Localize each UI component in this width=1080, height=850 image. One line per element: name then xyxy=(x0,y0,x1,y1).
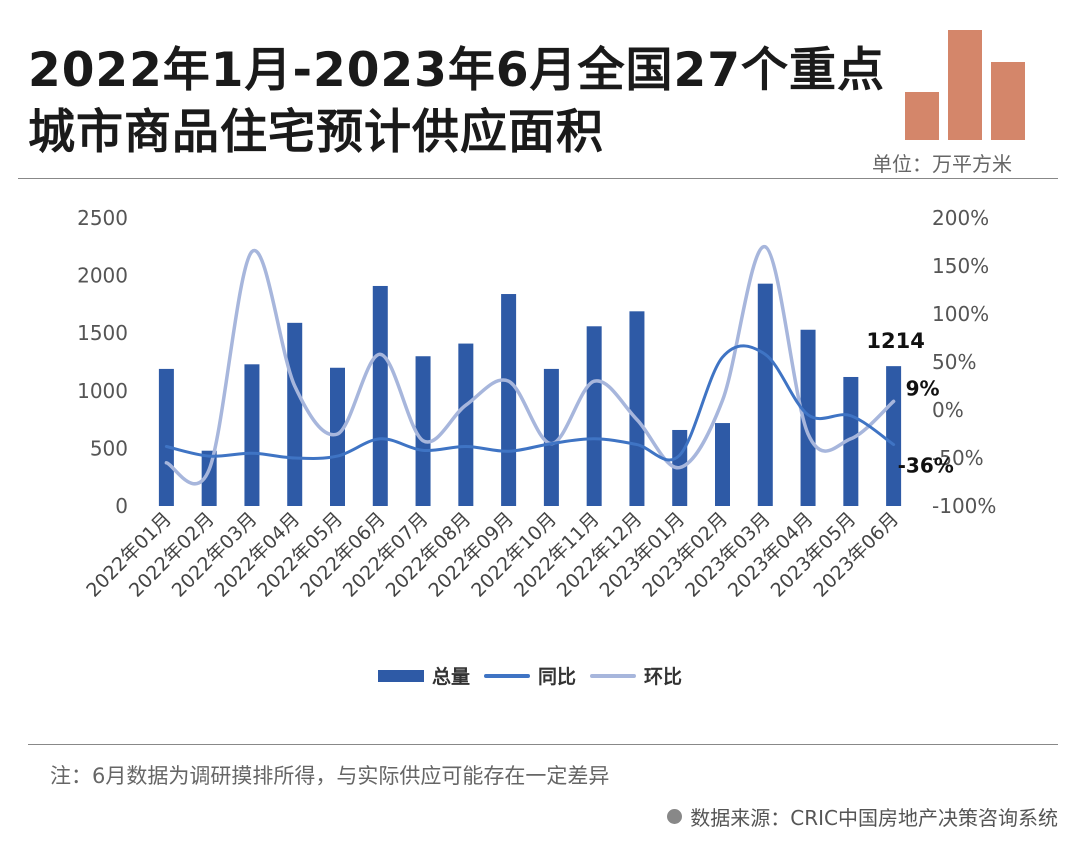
bar-2022年07月 xyxy=(415,356,431,506)
right-axis-tick-label: -100% xyxy=(932,494,996,518)
right-axis-tick-label: 100% xyxy=(932,302,989,326)
legend-label-mom: 环比 xyxy=(644,666,683,688)
left-axis-tick-label: 500 xyxy=(90,436,128,460)
bar-2023年06月 xyxy=(886,366,902,506)
right-axis-tick-label: 0% xyxy=(932,398,964,422)
source-line: 数据来源：CRIC中国房地产决策咨询系统 xyxy=(667,802,1058,831)
bar-2022年04月 xyxy=(287,322,303,506)
bar-2022年10月 xyxy=(543,368,559,506)
legend-swatch-total xyxy=(378,669,424,682)
source-text: 数据来源：CRIC中国房地产决策咨询系统 xyxy=(690,806,1058,830)
combo-chart: 0 500 1000 1500 2000 2500 -100% -50% 0% 50% 100% 15… xyxy=(77,206,996,602)
legend-item-mom: 环比 xyxy=(590,662,682,689)
unit-label: 单位：万平方米 xyxy=(872,152,1012,176)
right-axis-tick-label: 150% xyxy=(932,254,989,278)
footnote: 注：6月数据为调研摸排所得，与实际供应可能存在一定差异 xyxy=(50,764,610,788)
bar-2022年01月 xyxy=(158,368,174,506)
right-axis-tick-label: 50% xyxy=(932,350,976,374)
divider-top xyxy=(18,178,1058,179)
divider-bottom xyxy=(28,744,1058,745)
left-axis-tick-label: 2500 xyxy=(77,206,128,230)
bar-2022年12月 xyxy=(629,311,645,506)
bar-2022年08月 xyxy=(458,343,474,506)
series-line-mom xyxy=(164,245,896,486)
legend-label-total: 总量 xyxy=(432,666,471,688)
legend: 总量 同比 环比 xyxy=(378,662,696,689)
data-label-total-last: 1214 xyxy=(866,329,924,353)
bar-2023年05月 xyxy=(843,376,859,506)
legend-swatch-mom xyxy=(590,673,637,678)
legend-item-total: 总量 xyxy=(378,662,470,689)
bar-2022年09月 xyxy=(501,294,517,506)
legend-item-yoy: 同比 xyxy=(484,662,576,689)
bar-2022年11月 xyxy=(586,326,602,506)
right-axis-tick-label: -50% xyxy=(932,446,984,470)
data-label-yoy-last: -36% xyxy=(898,454,954,478)
bar-chart-logo-icon xyxy=(905,28,1025,140)
legend-label-yoy: 同比 xyxy=(538,666,577,688)
left-axis-tick-label: 0 xyxy=(115,494,128,518)
right-axis-tick-label: 200% xyxy=(932,206,989,230)
bar-2022年03月 xyxy=(244,364,260,506)
bar-2023年04月 xyxy=(800,329,816,506)
bar-2022年05月 xyxy=(330,367,345,506)
left-axis-tick-label: 1500 xyxy=(77,321,128,345)
data-label-mom-last: 9% xyxy=(906,376,940,400)
bar-2022年06月 xyxy=(372,285,388,506)
bar-2023年03月 xyxy=(757,283,773,506)
left-axis-tick-label: 2000 xyxy=(77,264,128,288)
chart-title: 2022年1月-2023年6月全国27个重点城市商品住宅预计供应面积 xyxy=(28,43,885,160)
legend-swatch-yoy xyxy=(484,673,531,678)
bar-2023年02月 xyxy=(715,423,730,506)
bar-2022年02月 xyxy=(201,450,217,506)
bullet-icon xyxy=(667,809,683,824)
series-line-yoy xyxy=(164,344,896,462)
left-axis-tick-label: 1000 xyxy=(77,379,128,403)
